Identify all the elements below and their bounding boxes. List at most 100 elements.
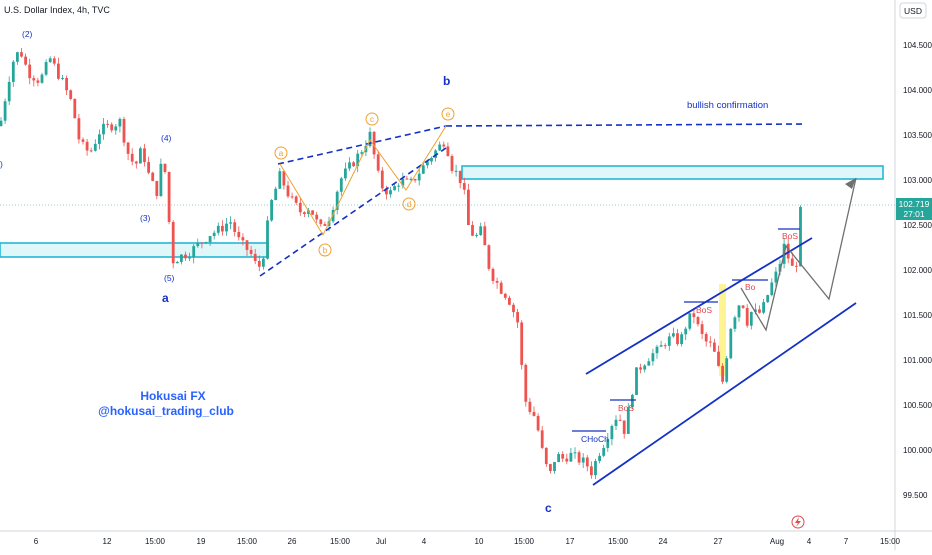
time-tick-8: 4	[422, 537, 427, 546]
candle-body-163	[667, 336, 671, 346]
candles	[0, 47, 802, 480]
price-tick-10: 104.500	[903, 41, 932, 50]
candle-body-104	[426, 161, 429, 166]
bos-label-1: BoS	[618, 403, 634, 413]
candle-body-67	[274, 188, 278, 201]
wave-label-5: (5)	[164, 273, 175, 283]
price-tick-7: 103.000	[903, 176, 932, 185]
candle-body-143	[585, 457, 589, 467]
wave-label-2: (2)	[22, 29, 33, 39]
candle-body-181	[741, 305, 745, 308]
lightning-icon[interactable]	[791, 515, 805, 529]
candle-body-110	[450, 156, 454, 171]
time-tick-11: 17	[566, 537, 575, 546]
candle-body-144	[590, 466, 593, 476]
resistance-zone	[461, 165, 884, 180]
candle-body-60	[245, 240, 249, 250]
time-tick-1: 12	[103, 537, 112, 546]
author-name: Hokusai FX	[140, 389, 205, 403]
candle-body-119	[487, 245, 491, 269]
candle-body-54	[221, 225, 224, 232]
candle-body-37	[151, 172, 155, 181]
candle-body-175	[717, 351, 720, 366]
bos-label-3: Bo	[745, 282, 756, 292]
candle-body-30	[122, 118, 126, 143]
time-tick-16: 4	[807, 537, 812, 546]
candle-body-99	[405, 178, 409, 180]
candle-body-3	[11, 61, 15, 82]
candle-body-174	[713, 342, 716, 352]
candle-body-62	[253, 253, 257, 261]
candle-body-159	[651, 353, 655, 362]
candle-body-141	[577, 452, 581, 463]
highlight-bar	[719, 284, 726, 376]
time-tick-13: 24	[659, 537, 668, 546]
candle-body-122	[499, 282, 503, 294]
candle-body-2	[7, 81, 11, 102]
candle-body-111	[454, 170, 458, 172]
candle-body-94	[385, 188, 388, 195]
last-price-value: 102.719	[899, 199, 930, 209]
candle-body-88	[360, 152, 364, 154]
candle-body-13	[52, 58, 56, 64]
candle-body-63	[257, 260, 261, 267]
candle-body-44	[180, 254, 183, 262]
candle-body-162	[663, 345, 667, 347]
last-price-tag	[896, 198, 932, 220]
candle-body-113	[462, 183, 466, 190]
candle-body-17	[69, 90, 73, 99]
candle-body-28	[114, 126, 118, 131]
candle-body-189	[774, 271, 778, 283]
candle-body-178	[729, 328, 733, 359]
candle-body-186	[762, 302, 765, 313]
candle-body-160	[655, 346, 659, 354]
candle-body-107	[438, 144, 442, 151]
price-tick-6: 102.500	[903, 221, 932, 230]
candle-body-92	[376, 154, 380, 171]
wave-b-label: b	[443, 74, 450, 88]
author-handle: @hokusai_trading_club	[98, 404, 234, 418]
candle-body-51	[208, 236, 212, 243]
candle-body-15	[61, 77, 64, 79]
wave-label-4: (4)	[161, 133, 172, 143]
candle-body-57	[233, 222, 237, 232]
candle-body-82	[335, 191, 339, 210]
candle-body-21	[85, 141, 89, 151]
candle-body-139	[569, 452, 573, 462]
wave-label-3: (3)	[140, 213, 151, 223]
candle-body-155	[635, 367, 638, 395]
candle-body-132	[540, 430, 544, 448]
candle-body-129	[528, 401, 532, 412]
triangle-wave-path	[279, 125, 447, 237]
candle-body-154	[631, 394, 634, 408]
bos-label-2: BoS	[696, 305, 712, 315]
candle-body-170	[696, 317, 700, 325]
candle-body-179	[733, 317, 737, 329]
price-tick-2: 100.500	[903, 401, 932, 410]
candle-body-193	[790, 258, 794, 266]
candle-body-100	[409, 178, 413, 180]
candle-body-183	[749, 311, 753, 326]
candle-body-41	[167, 171, 171, 222]
currency-button[interactable]	[899, 2, 927, 19]
candle-body-133	[544, 447, 548, 465]
candle-body-98	[401, 178, 405, 186]
channel-lower-line	[592, 302, 857, 486]
time-tick-9: 10	[475, 537, 484, 546]
candle-body-23	[93, 143, 97, 151]
time-tick-2: 15:00	[145, 537, 166, 546]
candle-body-127	[520, 322, 524, 365]
candle-body-130	[532, 411, 536, 416]
candle-body-0	[0, 120, 3, 126]
candle-body-123	[503, 293, 507, 298]
candle-body-8	[32, 78, 36, 81]
wave-b-level-line	[445, 123, 806, 127]
wave-c-label: c	[545, 501, 552, 515]
chart-title: U.S. Dollar Index, 4h, TVC	[4, 5, 110, 15]
candle-body-105	[430, 157, 433, 162]
candle-body-142	[581, 457, 585, 463]
candle-body-120	[491, 268, 495, 281]
triangle-label-c: c	[370, 115, 374, 124]
